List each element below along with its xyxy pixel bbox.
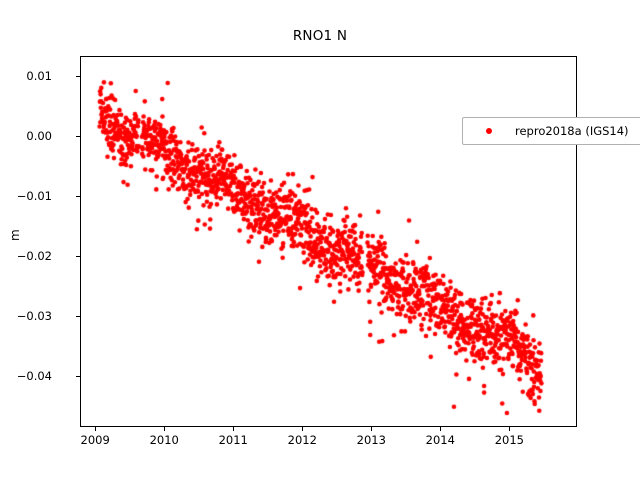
- x-tick-label: 2009: [80, 433, 110, 447]
- x-tick-mark: [440, 427, 442, 431]
- y-axis-label: m: [8, 229, 22, 241]
- y-tick-label: −0.03: [16, 308, 52, 323]
- x-tick-mark: [164, 427, 166, 431]
- legend-item-label: repro2018a (IGS14): [515, 124, 629, 138]
- y-tick-mark: [76, 195, 80, 197]
- y-tick-label: −0.01: [16, 188, 52, 203]
- y-tick-label: 0.01: [26, 68, 52, 83]
- x-tick-mark: [371, 427, 373, 431]
- dot-marker-icon: [486, 128, 492, 134]
- x-tick-label: 2013: [356, 433, 386, 447]
- x-tick-mark: [509, 427, 511, 431]
- legend-marker: [463, 128, 515, 134]
- y-tick-mark: [76, 255, 80, 257]
- y-tick-mark: [76, 135, 80, 137]
- y-tick-mark: [76, 375, 80, 377]
- y-tick-mark: [76, 315, 80, 317]
- y-tick-label: 0.00: [26, 128, 52, 143]
- x-tick-mark: [233, 427, 235, 431]
- legend-box: repro2018a (IGS14): [462, 117, 640, 145]
- y-tick-label: −0.02: [16, 248, 52, 263]
- x-tick-mark: [302, 427, 304, 431]
- x-tick-mark: [95, 427, 97, 431]
- plot-axes-area: repro2018a (IGS14): [80, 56, 640, 428]
- page-title: RNO1 N: [292, 28, 348, 44]
- x-tick-label: 2012: [287, 433, 317, 447]
- x-tick-label: 2010: [149, 433, 179, 447]
- x-tick-label: 2015: [494, 433, 524, 447]
- x-tick-label: 2011: [218, 433, 248, 447]
- scatter-plot-canvas: [81, 57, 578, 428]
- y-tick-label: −0.04: [16, 368, 52, 383]
- x-tick-label: 2014: [425, 433, 455, 447]
- y-tick-mark: [76, 75, 80, 77]
